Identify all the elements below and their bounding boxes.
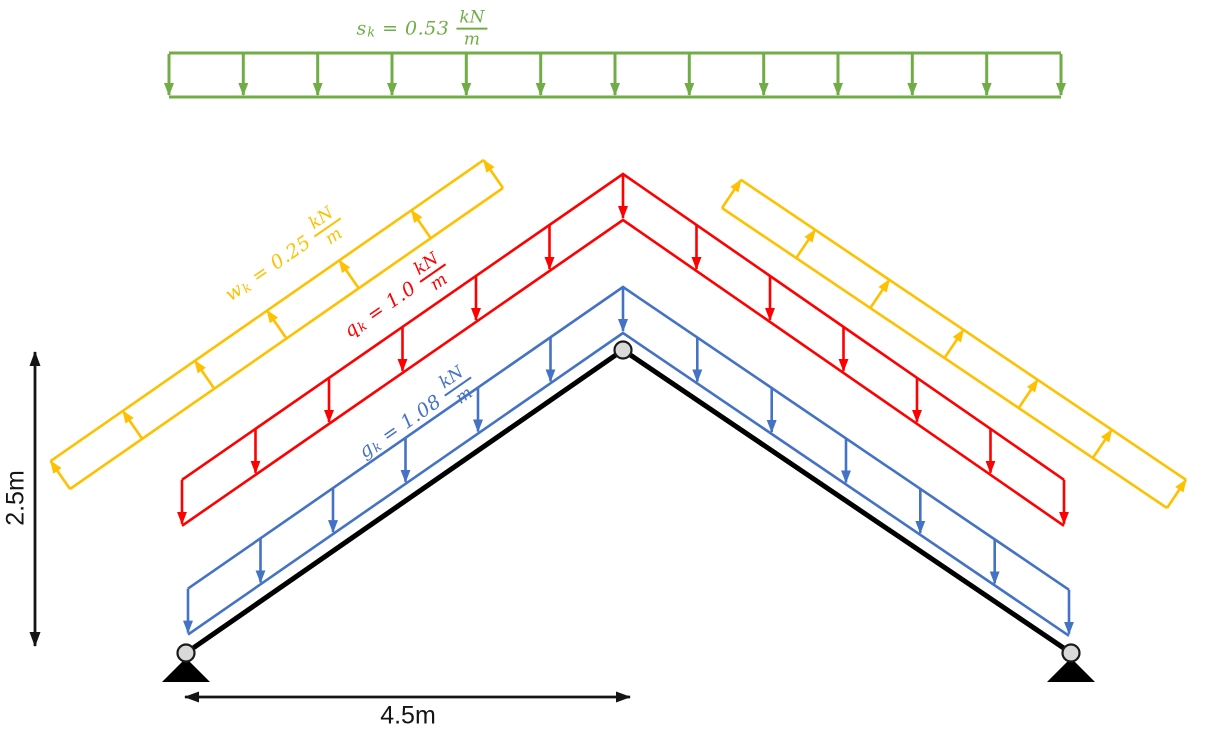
pin-support-triangle-left	[162, 658, 210, 682]
band-line	[187, 331, 1070, 637]
load-arrow	[410, 209, 432, 239]
wind-load-band-left	[49, 159, 505, 491]
snow-load-band	[164, 51, 1066, 99]
load-arrow	[869, 278, 891, 309]
load-arrow	[482, 159, 505, 189]
dimension-lines	[29, 351, 631, 703]
load-value: = 0.53	[382, 17, 450, 40]
load-arrow	[49, 460, 72, 490]
load-arrow	[1017, 378, 1039, 409]
load-arrow	[1165, 478, 1188, 509]
wind-load-band-right	[720, 178, 1188, 510]
load-arrow	[193, 359, 216, 390]
load-subscript: k	[367, 25, 376, 41]
pin-support-right-icon	[1061, 643, 1081, 663]
unit-denominator: m	[463, 30, 481, 50]
load-arrow	[795, 228, 817, 259]
band-line	[187, 285, 1070, 591]
pin-support-left-icon	[176, 643, 196, 663]
height-dimension-label: 2.5m	[1, 470, 30, 526]
load-arrow	[720, 178, 743, 209]
load-arrow	[1091, 428, 1113, 459]
live-load-band	[177, 172, 1069, 527]
band-line	[181, 218, 1065, 527]
unit-numerator: kN	[456, 8, 488, 30]
pin-support-triangle-right	[1047, 658, 1095, 682]
roof-frame	[162, 340, 1095, 682]
load-arrow	[266, 309, 288, 340]
unit-fraction: kN m	[456, 8, 488, 50]
load-arrow	[121, 410, 144, 440]
dead-load-band	[183, 285, 1074, 637]
load-arrow	[338, 259, 360, 290]
load-symbol: s	[356, 17, 367, 40]
hinge-apex-icon	[613, 340, 633, 360]
span-dimension-label: 4.5m	[380, 701, 436, 730]
load-arrow	[943, 328, 965, 359]
snow-load-label: s k = 0.53 kN m	[356, 8, 488, 50]
